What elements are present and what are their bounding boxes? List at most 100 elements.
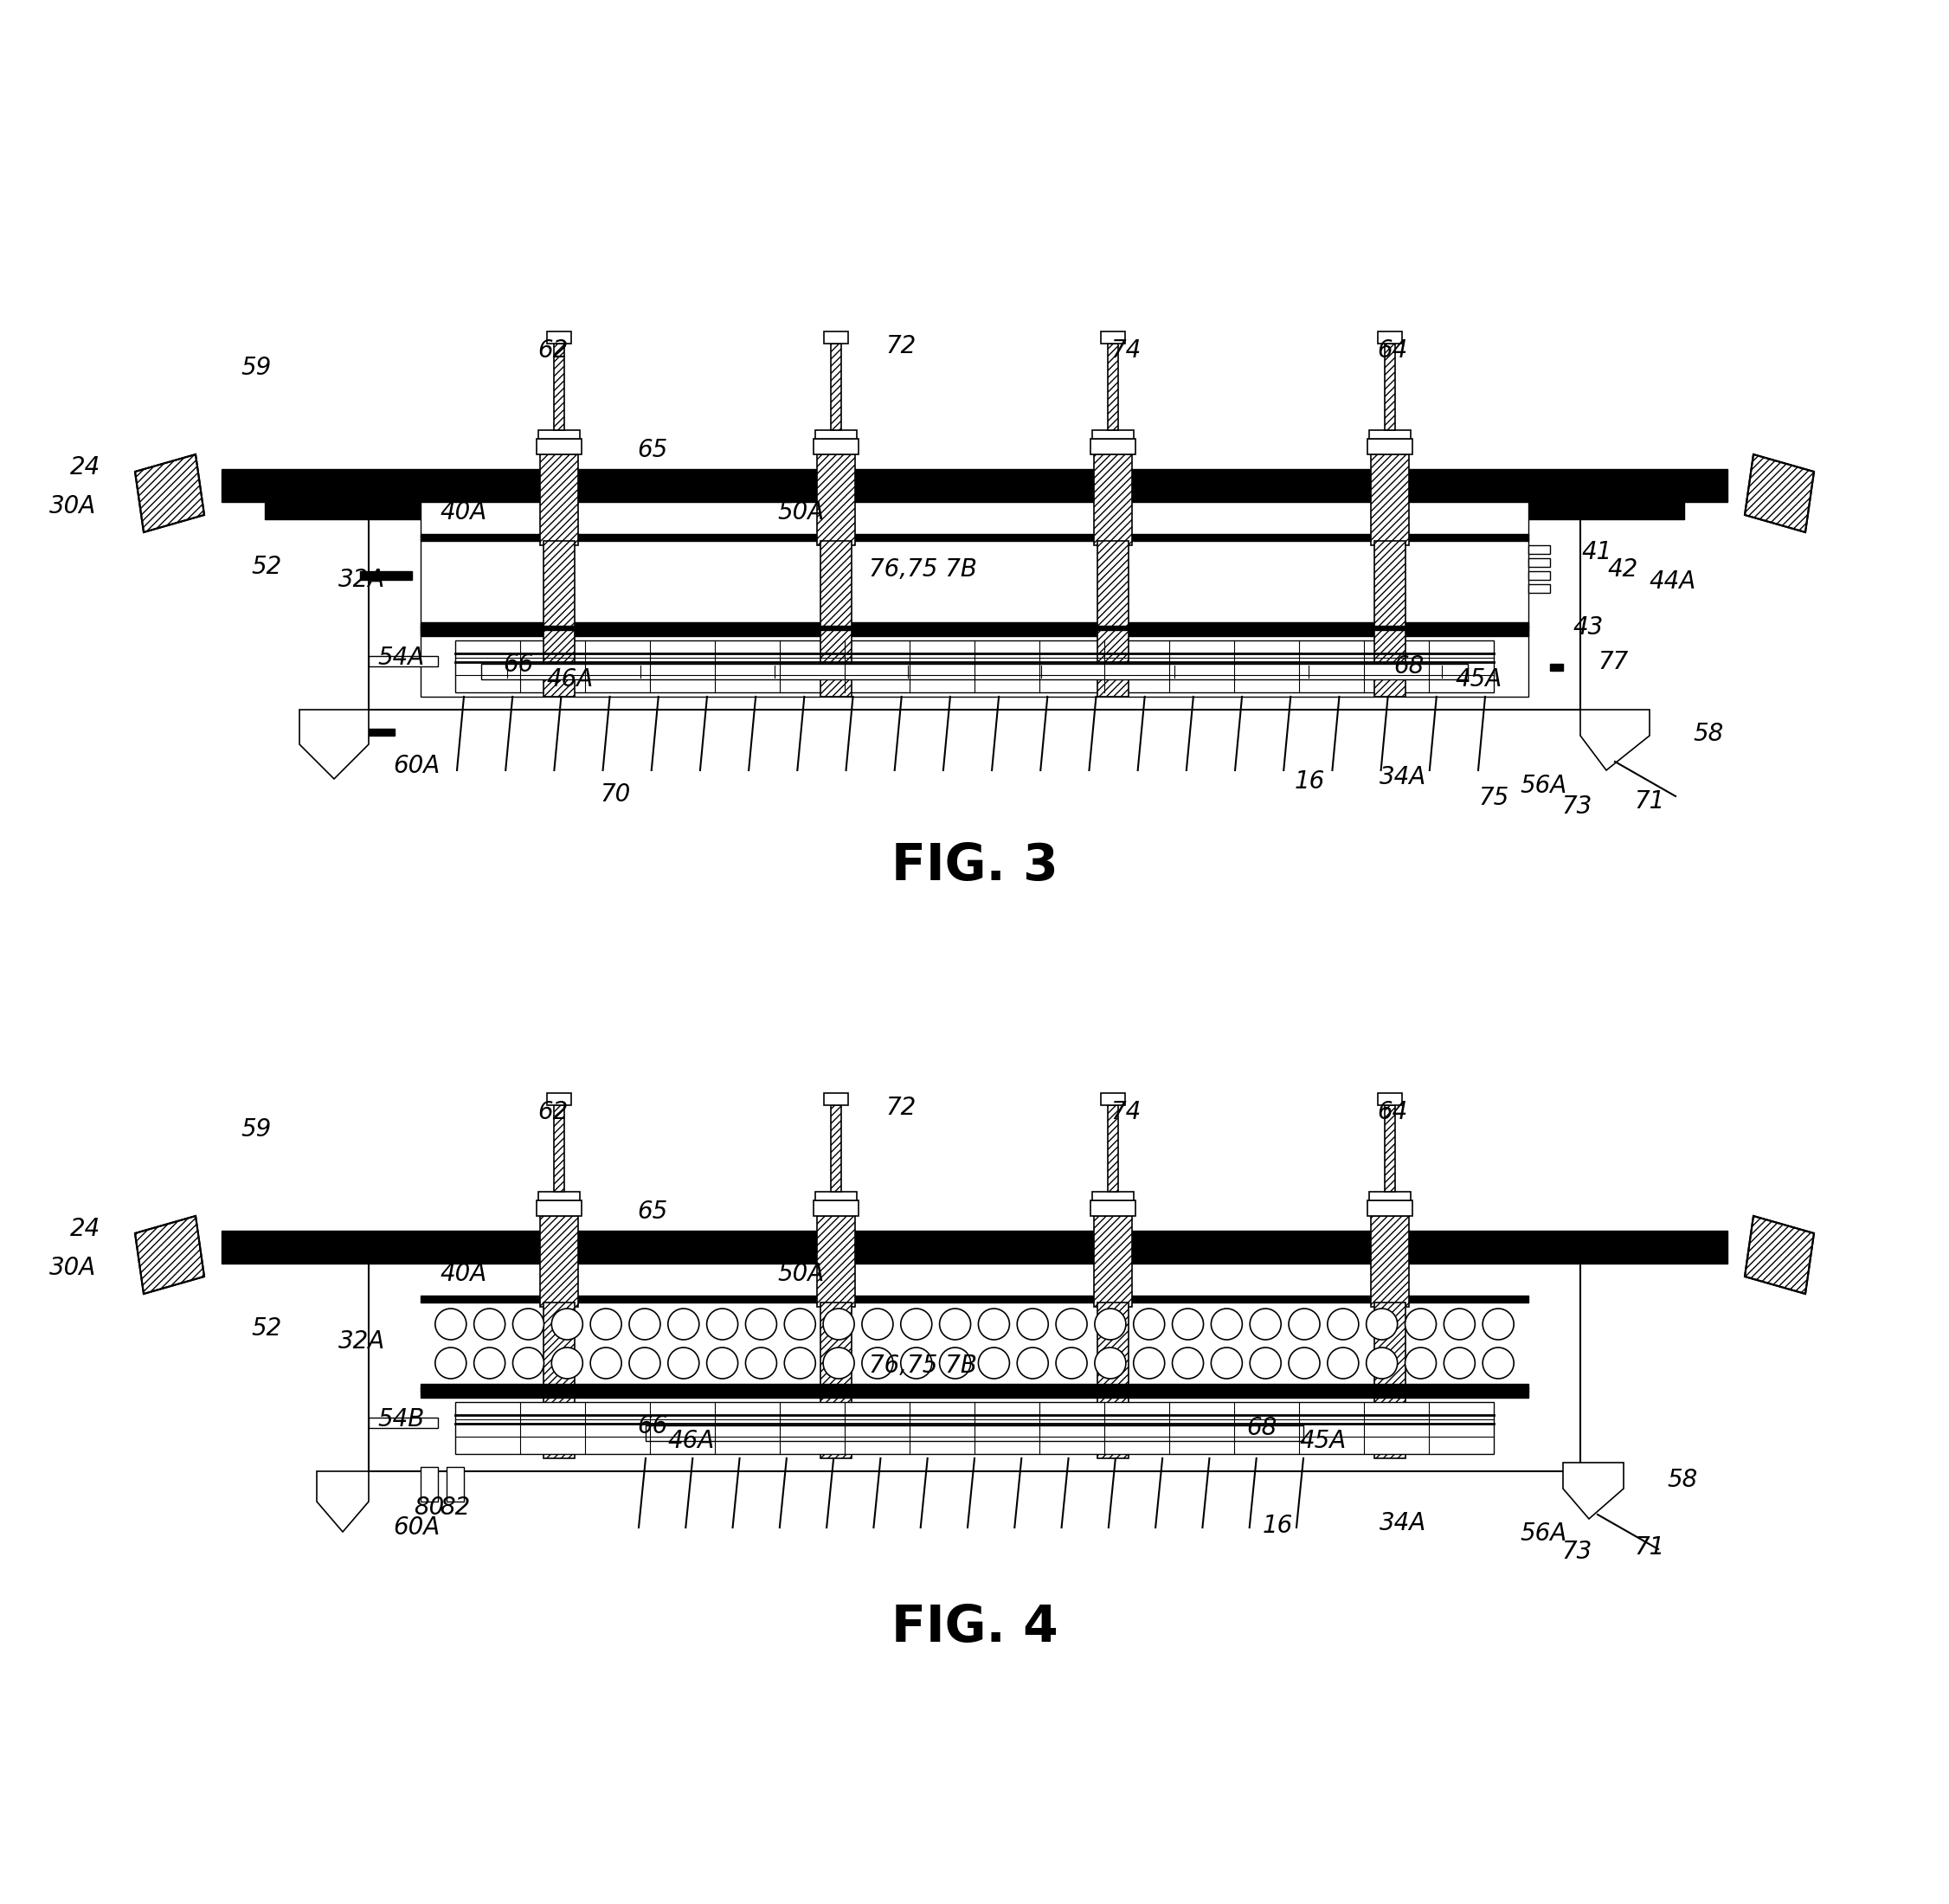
Circle shape — [669, 586, 700, 617]
Text: 65: 65 — [637, 1200, 667, 1224]
Text: 74: 74 — [1111, 339, 1142, 362]
Bar — [1093, 1217, 1132, 1306]
Bar — [222, 1230, 1727, 1264]
Text: FIG. 3: FIG. 3 — [891, 842, 1058, 891]
Circle shape — [1134, 1348, 1166, 1378]
Bar — [1093, 455, 1132, 545]
Text: 45A: 45A — [1300, 1428, 1347, 1453]
Text: 56A: 56A — [1520, 1521, 1567, 1546]
Circle shape — [783, 586, 815, 617]
Bar — [446, 1466, 464, 1502]
Circle shape — [630, 586, 661, 617]
Text: 32A: 32A — [339, 1329, 386, 1354]
Text: 40A: 40A — [440, 501, 487, 524]
Circle shape — [630, 1308, 661, 1340]
Circle shape — [1017, 546, 1049, 579]
Circle shape — [435, 1348, 466, 1378]
Bar — [421, 628, 1528, 636]
Text: 58: 58 — [1694, 722, 1723, 746]
Text: 52: 52 — [251, 554, 283, 579]
Text: 68: 68 — [1247, 1417, 1277, 1439]
Bar — [540, 1217, 579, 1306]
Bar — [421, 623, 1528, 628]
Text: 52: 52 — [251, 1316, 283, 1340]
Text: 30A: 30A — [49, 495, 96, 518]
Circle shape — [1056, 586, 1088, 617]
Text: 34A: 34A — [1380, 765, 1427, 790]
Text: 74: 74 — [1111, 1101, 1142, 1123]
Circle shape — [1327, 586, 1358, 617]
Circle shape — [783, 1348, 815, 1378]
Bar — [421, 1388, 1528, 1392]
Text: 72: 72 — [885, 333, 916, 358]
Circle shape — [1210, 586, 1242, 617]
Circle shape — [474, 1308, 505, 1340]
Text: 54A: 54A — [378, 645, 425, 670]
Circle shape — [1405, 1348, 1436, 1378]
Bar — [544, 541, 575, 697]
Circle shape — [1056, 1308, 1088, 1340]
Circle shape — [1327, 1348, 1358, 1378]
Circle shape — [746, 1348, 778, 1378]
Bar — [368, 489, 1581, 710]
Text: 76,75 7B: 76,75 7B — [869, 558, 976, 581]
Circle shape — [822, 586, 854, 617]
Circle shape — [1327, 546, 1358, 579]
Bar — [824, 1093, 848, 1104]
Bar — [421, 503, 1528, 697]
Circle shape — [591, 546, 622, 579]
Bar — [821, 541, 852, 697]
Circle shape — [669, 546, 700, 579]
Circle shape — [513, 1348, 544, 1378]
Text: 65: 65 — [637, 438, 667, 463]
Text: 42: 42 — [1608, 558, 1639, 581]
Text: 41: 41 — [1583, 541, 1612, 564]
Circle shape — [513, 546, 544, 579]
Bar — [1384, 1104, 1395, 1192]
Text: 70: 70 — [600, 783, 631, 807]
Text: 58: 58 — [1666, 1468, 1698, 1493]
Bar — [1528, 585, 1549, 592]
Circle shape — [746, 586, 778, 617]
Circle shape — [1095, 546, 1127, 579]
Text: 72: 72 — [885, 1095, 916, 1120]
Circle shape — [707, 586, 739, 617]
Bar — [1378, 331, 1401, 343]
Circle shape — [939, 586, 971, 617]
Circle shape — [822, 1308, 854, 1340]
Bar — [481, 664, 1468, 680]
Circle shape — [630, 546, 661, 579]
Circle shape — [552, 586, 583, 617]
Bar — [821, 1302, 852, 1458]
Circle shape — [1134, 1308, 1166, 1340]
Circle shape — [1171, 1308, 1203, 1340]
Circle shape — [1327, 1308, 1358, 1340]
Bar — [421, 1390, 1528, 1398]
Polygon shape — [300, 710, 368, 779]
Circle shape — [746, 546, 778, 579]
Circle shape — [474, 586, 505, 617]
Circle shape — [861, 586, 893, 617]
Circle shape — [1366, 1348, 1397, 1378]
Text: 45A: 45A — [1454, 666, 1503, 691]
Bar — [1549, 664, 1563, 670]
Circle shape — [1366, 1308, 1397, 1340]
Polygon shape — [1744, 1217, 1815, 1295]
Circle shape — [978, 546, 1010, 579]
Text: 77: 77 — [1598, 649, 1627, 674]
Circle shape — [939, 1308, 971, 1340]
Circle shape — [746, 1308, 778, 1340]
Circle shape — [1483, 1348, 1514, 1378]
Circle shape — [1210, 1348, 1242, 1378]
Circle shape — [474, 546, 505, 579]
Text: 46A: 46A — [546, 666, 592, 691]
Text: 50A: 50A — [778, 501, 824, 524]
Circle shape — [1171, 546, 1203, 579]
Circle shape — [1095, 1348, 1127, 1378]
Bar — [421, 1466, 439, 1502]
Circle shape — [1249, 586, 1280, 617]
Bar — [368, 729, 394, 735]
Text: 73: 73 — [1561, 1540, 1592, 1563]
Circle shape — [669, 1348, 700, 1378]
Circle shape — [591, 586, 622, 617]
